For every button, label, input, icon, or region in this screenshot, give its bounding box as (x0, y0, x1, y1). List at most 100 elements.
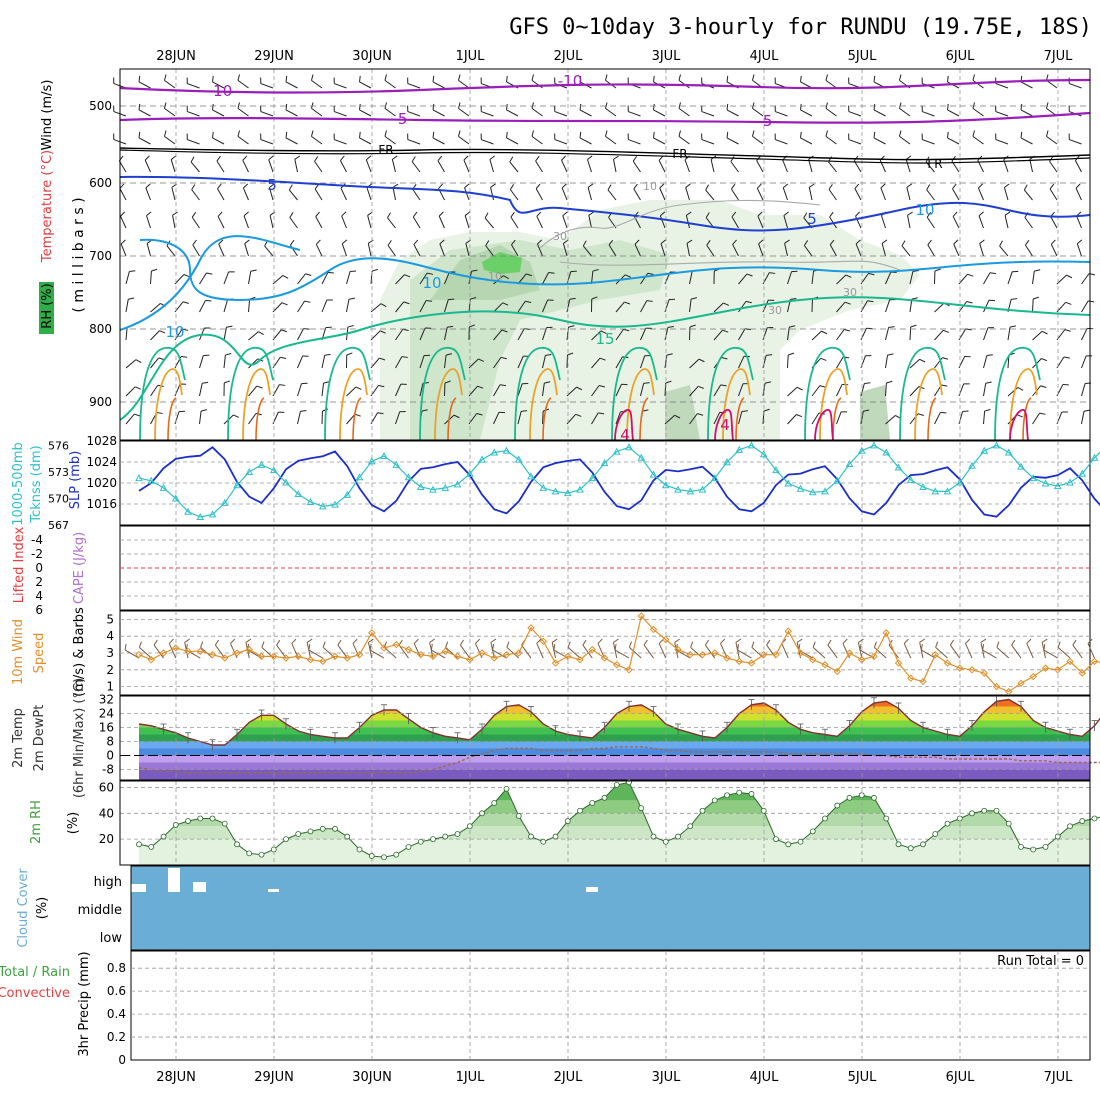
wind-barb-flag (756, 183, 762, 189)
wind-barb-flag (689, 324, 696, 328)
wind-barb-flag (898, 102, 902, 109)
wind-marker (172, 644, 180, 652)
pressure-tick: 700 (89, 249, 112, 263)
wind-barb-flag (190, 156, 195, 163)
wind-barb-flag (1023, 184, 1028, 191)
dewpoint-line (138, 746, 1100, 774)
rh-shade-low (860, 385, 890, 440)
wind-barb (1069, 139, 1082, 145)
wind-barb (979, 243, 984, 257)
wind-barb (828, 189, 837, 201)
wind-barb (268, 159, 274, 173)
wind-barb (972, 79, 984, 89)
wind-marker (429, 652, 437, 661)
wind-barb (591, 385, 600, 397)
isotherm-30-loop (814, 409, 834, 441)
wind-barb (836, 356, 844, 369)
wind-barb-flag (384, 102, 387, 109)
precip-panel: Run Total = 0 0.8 0.6 0.4 0.2 0 (107, 950, 1091, 1067)
wind-barb (542, 327, 547, 341)
wind-barb-flag (788, 352, 795, 356)
wind-barb-flag (214, 639, 220, 646)
wind-barb (458, 107, 470, 117)
wind-barb-flag (531, 74, 534, 81)
wind-barb (264, 245, 274, 257)
thickness-marker (380, 451, 388, 460)
wind-barb (150, 270, 152, 285)
wind-barb-flag (705, 212, 710, 218)
isotherm-20-loop (529, 368, 558, 441)
wind-barb (285, 81, 298, 89)
wind-barb-flag (185, 644, 188, 651)
wind-barb (784, 243, 788, 257)
wind-barb-flag (800, 103, 802, 110)
wind-barb-flag (685, 183, 691, 188)
slp-tick: 1028 (86, 434, 117, 448)
wind-barb (1032, 330, 1043, 341)
wind-barb (413, 643, 422, 659)
wind-barb (395, 411, 401, 425)
wind-barb (339, 160, 347, 173)
wind-barb-flag (226, 325, 233, 328)
wind-barb (395, 356, 403, 369)
wind-barb-flag (366, 155, 372, 161)
cloud-fill (131, 866, 1090, 950)
wind-barb (658, 643, 667, 659)
thickness-marker (686, 487, 695, 495)
wind-marker (747, 659, 756, 667)
wind-barb (285, 109, 298, 117)
wind-barb (713, 412, 721, 425)
wind-barb (947, 109, 960, 117)
wind-barb-flag (698, 358, 705, 363)
wind-barb (260, 111, 274, 117)
wind-barb (977, 187, 984, 201)
wind-barb-flag (138, 103, 141, 110)
wind-barb-flag (653, 131, 655, 138)
rh-marker (699, 807, 706, 814)
wind-barb (713, 302, 724, 313)
wind-barb (432, 137, 445, 145)
wind-barb-flag (888, 326, 895, 328)
wind-barb-flag (224, 380, 231, 384)
wind-barb (926, 216, 935, 229)
thickness-marker (833, 476, 842, 484)
wind-barb (370, 330, 381, 341)
thickness-marker (404, 473, 413, 481)
thickness-tick: 576 (48, 439, 69, 452)
wind-barb-flag (763, 408, 770, 412)
wind-barb (387, 245, 396, 257)
thickness-marker (808, 488, 817, 496)
wind-marker (833, 667, 841, 676)
wind-barb-flag (855, 211, 861, 217)
wind-barb-flag (1063, 356, 1070, 359)
wind-barb (566, 386, 577, 397)
wind-barb-flag (255, 412, 262, 416)
wind-barb (591, 357, 601, 369)
wind-barb (762, 355, 767, 369)
wind-barb-flag (829, 211, 834, 218)
wind-barb (517, 300, 526, 313)
wind-marker (564, 652, 572, 661)
label-rh2m: 2m RH (29, 800, 44, 844)
wind-barb (438, 215, 445, 229)
wind-barb (775, 111, 788, 117)
wind-barb (174, 274, 185, 285)
contour-label: 10 (643, 180, 657, 193)
thickness-marker (1004, 448, 1013, 456)
wind-barb (511, 244, 519, 257)
wind-barb-flag (886, 380, 893, 384)
wind-barb-flag (643, 382, 650, 384)
wind-barb-flag (377, 412, 384, 415)
wind-barb-flag (731, 211, 737, 218)
wind-barb-flag (346, 352, 353, 356)
wind-barb (921, 649, 936, 659)
wind-barb (120, 243, 127, 257)
lifted-tick: -2 (31, 547, 43, 561)
date-label-bottom: 2JUL (554, 1070, 584, 1085)
wind-barb-flag (646, 300, 653, 302)
lifted-tick: 0 (35, 561, 43, 575)
wind-barb (412, 216, 421, 229)
wind-marker (1005, 687, 1013, 696)
wind-barb-flag (392, 183, 399, 188)
rh-marker (956, 815, 963, 822)
